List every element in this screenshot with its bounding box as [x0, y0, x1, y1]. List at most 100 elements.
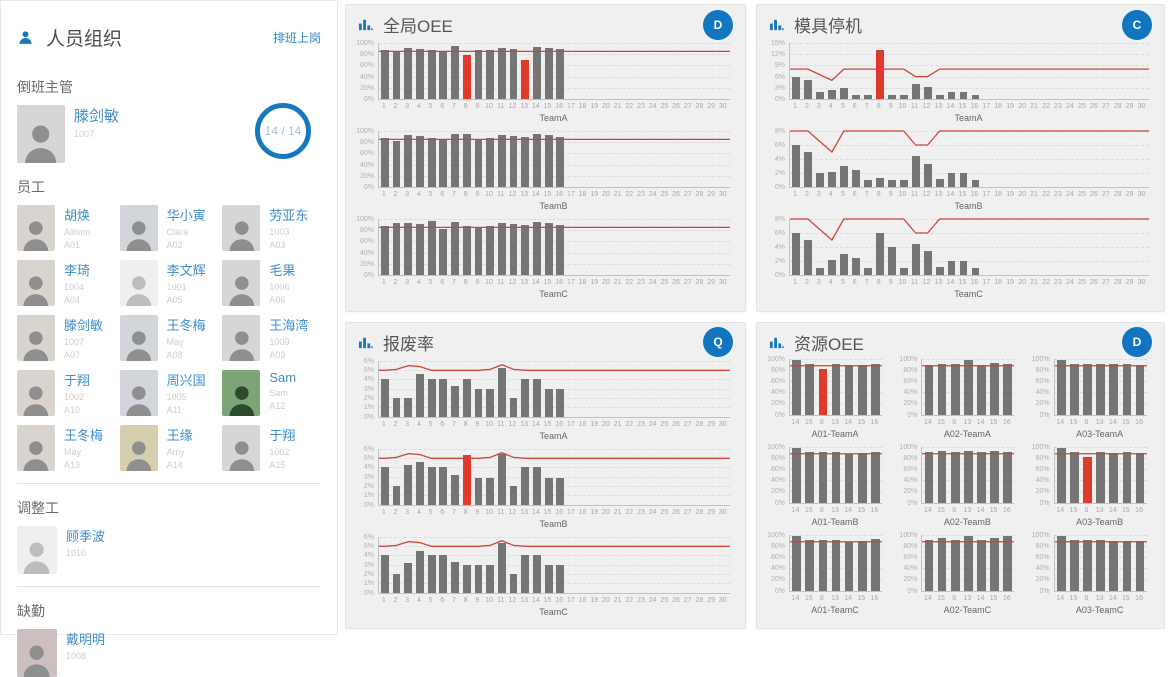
bar	[950, 451, 960, 503]
chart-x-label: TeamC	[539, 606, 568, 617]
avatar	[222, 315, 261, 362]
y-tick-label: 6%	[363, 357, 374, 365]
bar	[427, 138, 436, 187]
bar	[462, 564, 471, 593]
employee-name: 王冬梅	[64, 428, 104, 444]
employee-card[interactable]: 李琦 1004 A04	[17, 260, 116, 307]
y-tick-label: 20%	[903, 400, 918, 408]
bar	[990, 362, 999, 415]
employee-card[interactable]: 胡焕 Allison A01	[17, 205, 116, 252]
chart-x-label: TeamB	[539, 518, 568, 529]
chart-x-label: A03-TeamB	[1076, 516, 1124, 527]
bar	[971, 95, 980, 99]
bar	[1003, 363, 1013, 415]
bar	[404, 48, 413, 99]
bar	[392, 573, 401, 593]
schedule-assign-link[interactable]: 排班上岗	[272, 30, 321, 45]
employee-card[interactable]: 毛果 1006 A06	[222, 260, 321, 307]
bar	[923, 163, 932, 187]
y-tick-label: 1%	[363, 404, 374, 412]
bar	[509, 224, 518, 275]
adjuster-card[interactable]: 顾季波 1010	[17, 526, 321, 575]
chart-x-label: TeamA	[539, 113, 568, 123]
employee-card[interactable]: 劳亚东 1003 A03	[222, 205, 321, 252]
y-tick-label: 0%	[907, 499, 918, 507]
bar	[1096, 452, 1105, 503]
panel-title: 全局OEE	[383, 17, 453, 36]
y-tick-label: 6%	[774, 73, 785, 81]
bar	[404, 562, 413, 593]
bar	[427, 467, 436, 505]
y-tick-label: 60%	[903, 465, 918, 473]
y-tick-label: 60%	[359, 62, 374, 70]
employee-card[interactable]: 华小寅 Clara A02	[119, 205, 219, 252]
bar	[533, 467, 541, 505]
panel-badge-button[interactable]: C	[1122, 9, 1152, 40]
bar	[947, 91, 956, 99]
supervisor-card[interactable]: 滕剑敏 1007 14 / 14	[17, 103, 321, 164]
employee-code: A12	[269, 401, 286, 412]
bar	[451, 46, 459, 99]
absent-name: 戴明明	[66, 632, 106, 648]
bar	[462, 225, 471, 275]
bar	[844, 453, 854, 503]
employee-card[interactable]: 王冬梅 May A08	[119, 315, 219, 362]
bar	[990, 538, 999, 591]
avatar	[222, 425, 261, 472]
bar	[887, 180, 896, 187]
y-tick-label: 60%	[1035, 553, 1050, 561]
bar	[857, 365, 867, 415]
employee-name: 于翔	[269, 428, 296, 444]
employee-sub: 1003	[269, 227, 290, 238]
bar	[486, 225, 494, 275]
panel-badge-button[interactable]: D	[1122, 327, 1152, 357]
employee-card[interactable]: 王海湾 1009 A09	[222, 315, 321, 362]
y-tick-label: 6%	[363, 445, 374, 453]
employee-card[interactable]: 王缘 Amy A14	[119, 425, 219, 472]
y-tick-label: 2%	[363, 394, 374, 402]
divider	[17, 586, 321, 588]
panel-mold-downtime: 模具停机 C 0% 3% 6% 9% 12% 15% 1 2 3 4 5 6 7 8 9 10 11 12 13 14…	[756, 4, 1165, 312]
x-axis-ticks: 14 15 8 13 14 15 16	[791, 594, 879, 602]
bar	[509, 397, 518, 417]
bar	[416, 224, 424, 275]
avatar	[119, 315, 158, 362]
bar	[792, 536, 801, 591]
y-tick-label: 0%	[363, 272, 374, 279]
employee-card[interactable]: Sam Sam A12	[222, 370, 321, 417]
employee-name: 于翔	[64, 373, 91, 389]
employee-card[interactable]: 于翔 1002 A10	[17, 370, 116, 417]
avatar	[119, 370, 158, 417]
bar	[1083, 363, 1092, 415]
employee-code: A15	[269, 460, 286, 471]
y-tick-label: 100%	[1031, 443, 1050, 451]
absent-card[interactable]: 戴明明 1008	[17, 629, 321, 677]
panel-scrap-rate: 报废率 Q 0% 1% 2% 3% 4% 5% 6% 1 2 3 4 5 6 7 8 9 10 11 12 13 14 1…	[345, 321, 746, 629]
employees-section-label: 员工	[17, 179, 45, 196]
y-tick-label: 40%	[770, 477, 785, 485]
bar	[863, 95, 872, 99]
employee-card[interactable]: 周兴国 1005 A11	[119, 370, 219, 417]
employee-sub: May	[166, 337, 184, 348]
bar	[857, 541, 867, 591]
bar	[857, 453, 867, 503]
plot-area	[789, 358, 882, 416]
x-axis-ticks: 14 15 8 13 14 15 16	[791, 418, 879, 426]
y-tick-label: 20%	[903, 576, 918, 584]
avatar	[17, 315, 55, 362]
employee-card[interactable]: 滕剑敏 1007 A07	[17, 315, 116, 362]
bar	[911, 243, 920, 275]
bar	[392, 51, 401, 99]
employee-card[interactable]: 李文辉 1001 A05	[119, 260, 219, 307]
bar	[509, 485, 518, 505]
bar	[521, 467, 530, 505]
employee-card[interactable]: 王冬梅 May A13	[17, 425, 116, 472]
panel-badge-button[interactable]: D	[703, 9, 733, 40]
bar	[474, 227, 483, 275]
panel-badge-button[interactable]: Q	[703, 327, 733, 357]
bar	[380, 379, 389, 417]
y-tick-label: 0%	[363, 96, 374, 103]
y-tick-label: 60%	[1035, 465, 1050, 473]
bar	[497, 48, 506, 99]
employee-card[interactable]: 于翔 1002 A15	[222, 425, 321, 472]
